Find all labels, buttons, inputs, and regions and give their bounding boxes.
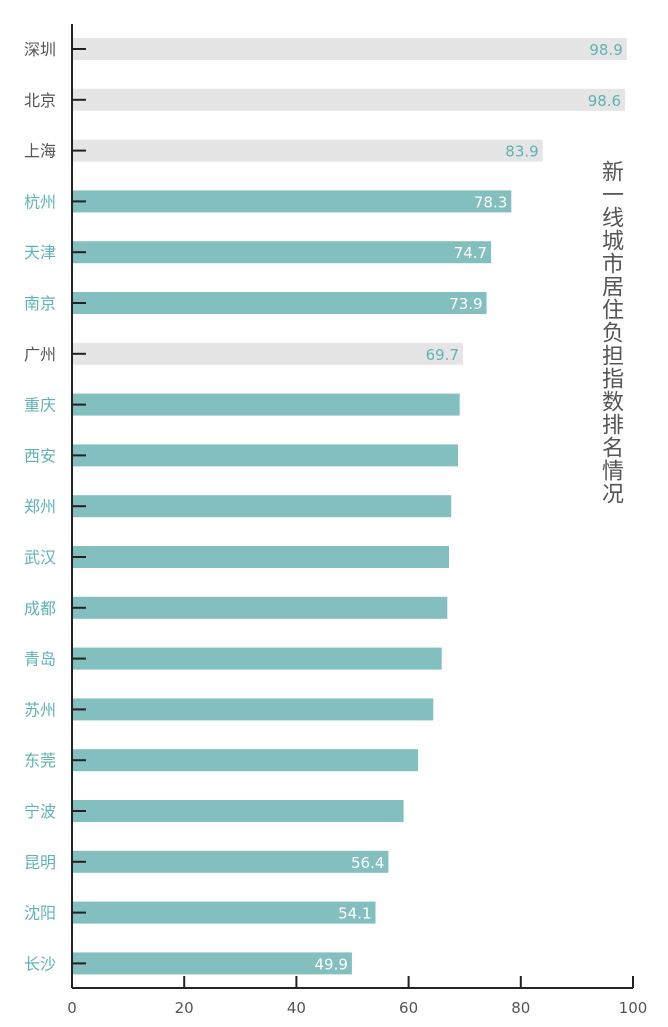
category-label-6: 广州 <box>24 345 56 364</box>
bar-1 <box>72 88 626 111</box>
value-label-1: 98.6 <box>588 92 621 110</box>
category-label-8: 西安 <box>24 446 56 465</box>
bar-6 <box>72 342 463 365</box>
bar-15 <box>72 800 404 822</box>
bar-18 <box>72 952 352 975</box>
chart-title: 新一线城市居住负担指数排名情况 <box>598 160 623 505</box>
category-label-10: 武汉 <box>24 548 56 567</box>
category-label-17: 沈阳 <box>24 904 56 923</box>
bar-8 <box>72 444 458 467</box>
bar-0 <box>72 38 627 60</box>
bar-11 <box>72 596 448 619</box>
bar-17 <box>72 901 376 924</box>
bar-9 <box>72 495 452 518</box>
bar-4 <box>72 241 492 264</box>
category-label-11: 成都 <box>24 599 56 618</box>
bar-10 <box>72 546 449 568</box>
bar-3 <box>72 190 512 213</box>
category-label-3: 杭州 <box>24 192 56 211</box>
value-label-3: 78.3 <box>474 193 507 211</box>
value-label-18: 49.9 <box>314 955 347 973</box>
value-label-16: 56.4 <box>351 854 384 872</box>
category-label-14: 东莞 <box>24 751 56 770</box>
category-label-1: 北京 <box>24 91 56 110</box>
category-label-18: 长沙 <box>24 954 56 973</box>
category-label-15: 宁波 <box>24 802 56 821</box>
x-tick-label-5: 100 <box>619 999 648 1017</box>
x-tick-label-3: 60 <box>399 999 418 1017</box>
category-label-0: 深圳 <box>24 40 56 59</box>
value-label-4: 74.7 <box>454 244 487 262</box>
bar-5 <box>72 292 487 314</box>
bar-7 <box>72 393 460 416</box>
bar-2 <box>72 139 543 162</box>
x-tick-label-2: 40 <box>287 999 306 1017</box>
category-label-7: 重庆 <box>24 396 56 415</box>
value-label-5: 73.9 <box>449 295 482 313</box>
category-label-12: 青岛 <box>24 650 56 669</box>
bar-12 <box>72 647 442 670</box>
x-tick-label-1: 20 <box>175 999 194 1017</box>
bar-14 <box>72 749 419 772</box>
category-label-13: 苏州 <box>24 700 56 719</box>
category-label-2: 上海 <box>24 142 56 161</box>
category-label-9: 郑州 <box>24 497 56 516</box>
category-label-5: 南京 <box>24 294 56 313</box>
bar-13 <box>72 698 434 721</box>
value-label-17: 54.1 <box>338 905 371 923</box>
x-tick-label-0: 0 <box>67 999 77 1017</box>
value-label-2: 83.9 <box>505 143 538 161</box>
value-label-0: 98.9 <box>589 41 622 59</box>
category-label-4: 天津 <box>24 243 56 262</box>
x-tick-label-4: 80 <box>511 999 530 1017</box>
category-label-16: 昆明 <box>24 853 56 872</box>
bar-16 <box>72 850 389 873</box>
value-label-6: 69.7 <box>426 346 459 364</box>
